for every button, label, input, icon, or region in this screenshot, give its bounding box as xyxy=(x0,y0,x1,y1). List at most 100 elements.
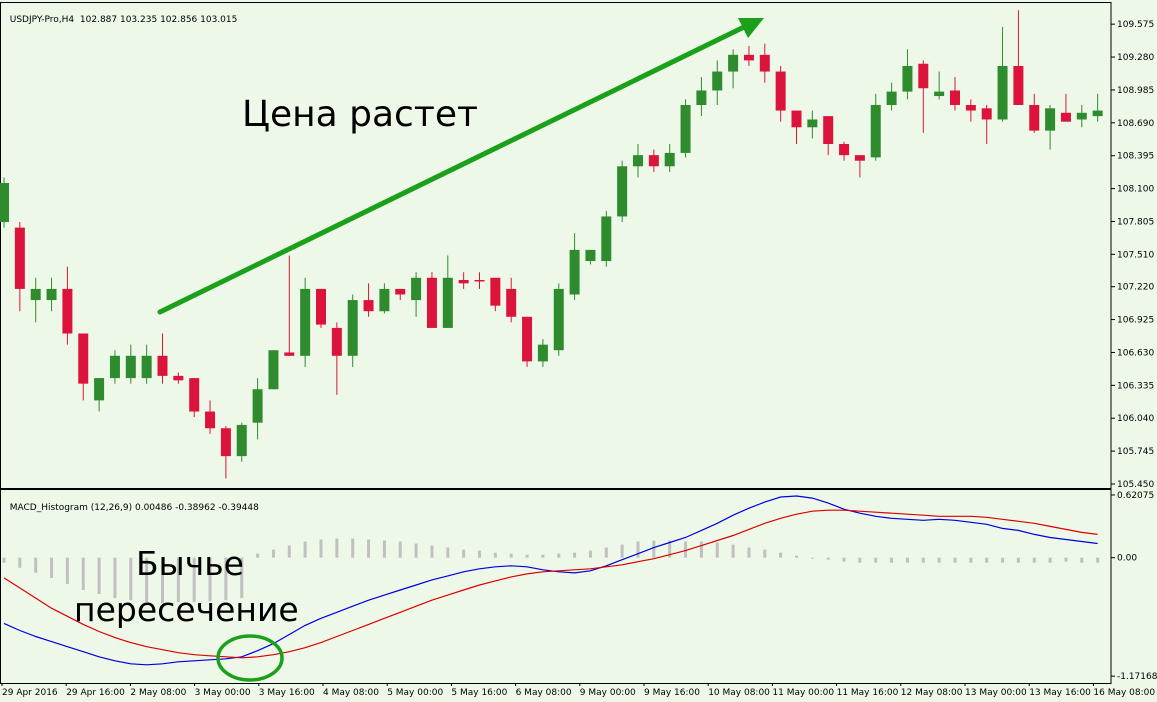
bearish-candle xyxy=(823,116,834,156)
candle-body xyxy=(696,90,707,105)
candle-body xyxy=(759,54,770,72)
histogram-bar xyxy=(763,549,767,558)
bullish-candle xyxy=(252,378,263,440)
histogram-bar xyxy=(874,557,878,563)
time-tick-label: 9 May 00:00 xyxy=(580,688,636,698)
histogram-bar xyxy=(652,540,656,558)
histogram-bar xyxy=(858,557,862,563)
histogram-bar xyxy=(1001,557,1005,563)
candle-body xyxy=(553,288,564,351)
bearish-candle xyxy=(1029,93,1040,133)
histogram-bar xyxy=(779,552,783,558)
candle-body xyxy=(981,108,992,120)
histogram-bar xyxy=(715,542,719,558)
histogram-bar xyxy=(2,557,6,563)
histogram-bar xyxy=(1016,557,1020,563)
time-tick-label: 16 May 08:00 xyxy=(1093,688,1155,698)
bearish-candle xyxy=(78,333,89,401)
macd-tick-label: 0.62075 xyxy=(1117,491,1154,501)
bullish-candle xyxy=(886,82,897,111)
candle-body xyxy=(870,104,881,158)
histogram-bar xyxy=(34,557,38,573)
candle-body xyxy=(157,355,168,376)
candle-body xyxy=(284,352,295,356)
histogram-bar xyxy=(351,538,355,558)
price-tick-label: 106.925 xyxy=(1117,316,1154,326)
time-tick-label: 3 May 16:00 xyxy=(259,688,315,698)
bullish-candle xyxy=(553,283,564,356)
histogram-bar xyxy=(224,557,228,601)
candle-body xyxy=(78,333,89,384)
histogram-bar xyxy=(1096,557,1100,563)
price-tick-label: 106.335 xyxy=(1117,381,1154,391)
time-tick-label: 11 May 00:00 xyxy=(772,688,834,698)
histogram-bar xyxy=(620,544,624,558)
bullish-candle xyxy=(0,177,9,228)
bullish-candle xyxy=(870,93,881,161)
time-tick-label: 4 May 08:00 xyxy=(323,688,379,698)
candle-body xyxy=(712,71,723,91)
bearish-candle xyxy=(854,155,865,178)
histogram-bar xyxy=(208,557,212,602)
histogram-bar xyxy=(303,541,307,558)
time-tick-label: 12 May 08:00 xyxy=(901,688,963,698)
histogram-bar xyxy=(176,557,180,603)
ohlc-values: 102.887 103.235 102.856 103.015 xyxy=(79,15,238,25)
histogram-bar xyxy=(129,557,133,601)
candle-body xyxy=(1013,65,1024,105)
histogram-bar xyxy=(462,549,466,558)
bearish-candle xyxy=(775,65,786,122)
bearish-candle xyxy=(458,272,469,289)
histogram-bar xyxy=(573,552,577,558)
candle-body xyxy=(62,288,73,334)
time-tick-label: 2 May 08:00 xyxy=(130,688,186,698)
histogram-bar xyxy=(271,549,275,558)
bullish-candle xyxy=(94,378,105,412)
macd-tick-label: -1.17168 xyxy=(1117,672,1157,682)
candle-body xyxy=(331,327,342,356)
candle-body xyxy=(791,110,802,128)
candle-body xyxy=(189,378,200,412)
candle-body xyxy=(442,277,453,328)
bearish-candle xyxy=(743,45,754,66)
candle-body xyxy=(537,344,548,362)
candle-body xyxy=(775,71,786,111)
bullish-candle xyxy=(712,60,723,105)
bearish-candle xyxy=(791,110,802,144)
bearish-candle xyxy=(474,272,485,289)
bearish-candle xyxy=(316,288,326,328)
histogram-bar xyxy=(636,541,640,558)
candle-body xyxy=(886,91,897,105)
candle-body xyxy=(902,65,913,92)
symbol-label: USDJPY-Pro,H4 xyxy=(9,15,75,25)
histogram-bar xyxy=(684,541,688,558)
bullish-candle xyxy=(1076,104,1087,128)
bullish-candle xyxy=(696,77,707,117)
histogram-bar xyxy=(287,545,291,558)
histogram-bar xyxy=(145,557,149,603)
histogram-bar xyxy=(161,557,164,604)
candle-body xyxy=(965,104,976,111)
candle-body xyxy=(205,411,216,429)
histogram-bar xyxy=(240,557,244,599)
candle-body xyxy=(918,63,929,89)
macd-panel-border xyxy=(0,489,1112,684)
candle-body xyxy=(569,249,580,295)
candle-body xyxy=(347,300,358,356)
histogram-bar xyxy=(842,557,846,562)
candle-body xyxy=(1092,110,1103,117)
annotation-overlay xyxy=(157,18,764,682)
candle-body xyxy=(236,424,247,457)
histogram-bar xyxy=(493,552,497,558)
candle-body xyxy=(94,378,105,401)
candle-body xyxy=(506,288,517,317)
histogram-bar xyxy=(937,557,941,563)
histogram-bar xyxy=(953,557,957,563)
bullish-candle xyxy=(617,160,628,223)
bullish-candle xyxy=(46,277,57,312)
bearish-candle xyxy=(648,149,659,172)
candle-body xyxy=(220,428,231,457)
histogram-bar xyxy=(699,541,703,558)
bearish-candle xyxy=(331,322,342,395)
